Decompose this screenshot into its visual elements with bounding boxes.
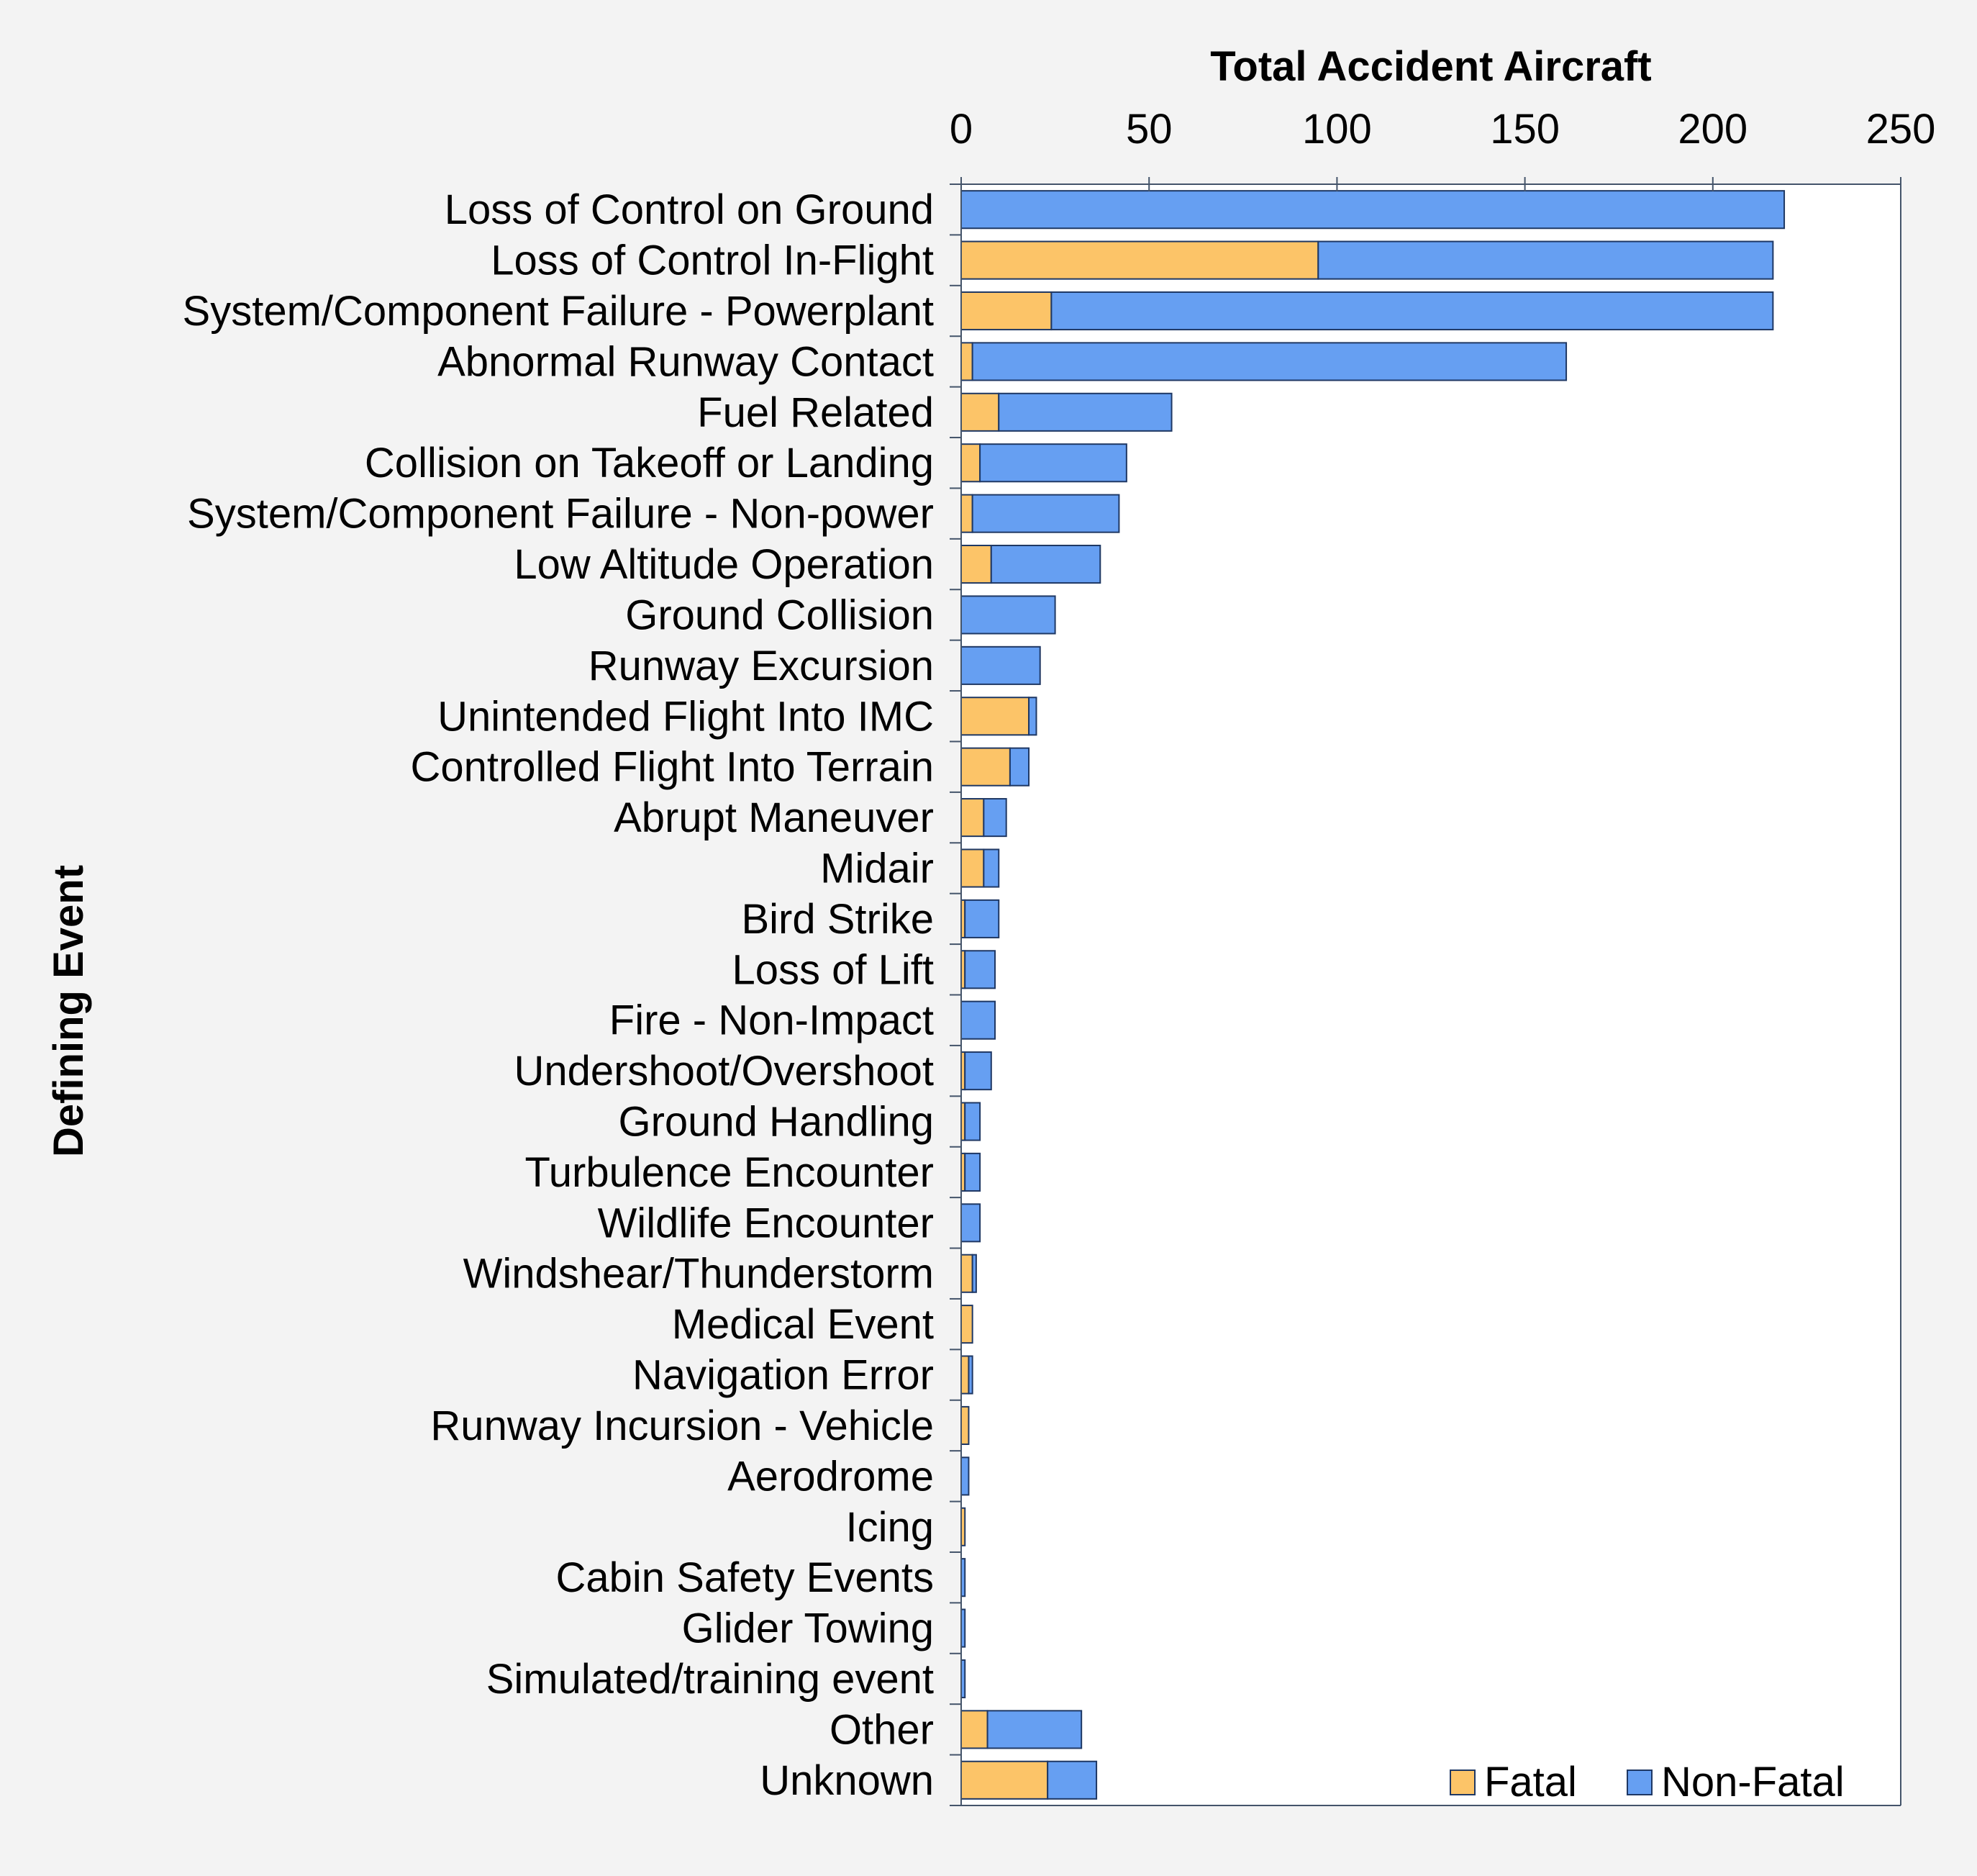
bar-non-fatal-aerodrome — [960, 1456, 970, 1496]
bar-non-fatal-wildlife-encounter — [960, 1203, 981, 1243]
bar-non-fatal-loss-of-control-in-flight — [1317, 240, 1774, 280]
category-label-system-component-failure-powerplant: System/Component Failure - Powerplant — [183, 288, 934, 335]
x-tick-label-250: 250 — [1866, 106, 1936, 153]
bar-non-fatal-turbulence-encounter — [964, 1152, 981, 1192]
category-label-simulated-training-event: Simulated/training event — [486, 1656, 934, 1703]
bar-non-fatal-abrupt-maneuver — [983, 798, 1007, 838]
bar-non-fatal-other — [986, 1710, 1083, 1749]
bar-non-fatal-ground-collision — [960, 595, 1056, 635]
category-label-undershoot-overshoot: Undershoot/Overshoot — [514, 1048, 934, 1095]
bar-fatal-controlled-flight-into-terrain — [960, 747, 1011, 787]
category-label-glider-towing: Glider Towing — [682, 1605, 934, 1652]
bar-fatal-fuel-related — [960, 392, 1000, 432]
bar-non-fatal-windshear-thunderstorm — [971, 1254, 977, 1293]
category-label-runway-incursion-vehicle: Runway Incursion - Vehicle — [430, 1403, 934, 1449]
x-tick-label-200: 200 — [1678, 106, 1748, 153]
bar-fatal-midair — [960, 848, 985, 888]
category-label-wildlife-encounter: Wildlife Encounter — [598, 1200, 934, 1246]
x-tick-label-150: 150 — [1490, 106, 1560, 153]
bar-fatal-abnormal-runway-contact — [960, 342, 973, 381]
category-label-collision-on-takeoff-or-landing: Collision on Takeoff or Landing — [365, 440, 934, 486]
category-label-cabin-safety-events: Cabin Safety Events — [555, 1554, 934, 1601]
bar-non-fatal-controlled-flight-into-terrain — [1009, 747, 1030, 787]
bar-fatal-navigation-error — [960, 1355, 970, 1395]
category-label-loss-of-lift: Loss of Lift — [732, 946, 934, 993]
x-tick-label-0: 0 — [950, 106, 973, 153]
bar-fatal-collision-on-takeoff-or-landing — [960, 443, 981, 483]
category-label-fire-non-impact: Fire - Non-Impact — [609, 997, 934, 1044]
category-label-medical-event: Medical Event — [672, 1301, 934, 1348]
x-axis-title: Total Accident Aircraft — [1210, 43, 1651, 90]
bar-non-fatal-bird-strike — [964, 899, 1000, 938]
bar-non-fatal-collision-on-takeoff-or-landing — [979, 443, 1127, 483]
bar-non-fatal-abnormal-runway-contact — [971, 342, 1568, 381]
legend-swatch-non-fatal — [1627, 1769, 1653, 1795]
category-label-midair: Midair — [820, 845, 934, 892]
bar-non-fatal-system-component-failure-powerplant — [1050, 291, 1774, 331]
bar-fatal-windshear-thunderstorm — [960, 1254, 973, 1293]
y-axis-title: Defining Event — [45, 865, 92, 1157]
category-label-navigation-error: Navigation Error — [632, 1352, 934, 1399]
category-label-system-component-failure-non-power: System/Component Failure - Non-power — [187, 491, 934, 538]
legend-swatch-fatal — [1450, 1769, 1476, 1795]
bars — [960, 190, 1786, 1800]
bar-non-fatal-fire-non-impact — [960, 1000, 996, 1040]
x-tick-label-50: 50 — [1126, 106, 1173, 153]
bar-fatal-unknown — [960, 1760, 1049, 1800]
x-ticks: 0 50 100 150 200 250 — [950, 106, 1936, 191]
category-label-ground-handling: Ground Handling — [618, 1099, 934, 1146]
legend: Fatal Non-Fatal — [1450, 1759, 1845, 1805]
y-ticks — [950, 183, 961, 1806]
x-tick-label-100: 100 — [1302, 106, 1372, 153]
category-label-loss-of-control-on-ground: Loss of Control on Ground — [445, 186, 934, 233]
bar-non-fatal-runway-excursion — [960, 645, 1041, 685]
bar-non-fatal-unintended-flight-into-imc — [1028, 697, 1037, 736]
bar-non-fatal-unknown — [1047, 1760, 1098, 1800]
legend-label-fatal: Fatal — [1484, 1759, 1577, 1805]
bar-fatal-abrupt-maneuver — [960, 798, 985, 838]
category-label-aerodrome: Aerodrome — [727, 1453, 934, 1500]
bar-non-fatal-system-component-failure-non-power — [971, 494, 1120, 533]
bar-fatal-runway-incursion-vehicle — [960, 1405, 970, 1446]
category-label-ground-collision: Ground Collision — [625, 592, 934, 638]
bar-non-fatal-fuel-related — [998, 392, 1173, 432]
bar-fatal-medical-event — [960, 1305, 973, 1344]
category-label-fuel-related: Fuel Related — [697, 389, 934, 436]
category-label-loss-of-control-in-flight: Loss of Control In-Flight — [491, 237, 934, 284]
category-label-unknown: Unknown — [760, 1757, 934, 1804]
bar-fatal-system-component-failure-non-power — [960, 494, 973, 533]
bar-non-fatal-loss-of-control-on-ground — [960, 190, 1786, 230]
category-label-runway-excursion: Runway Excursion — [588, 643, 934, 689]
bar-non-fatal-navigation-error — [968, 1355, 973, 1395]
category-label-abnormal-runway-contact: Abnormal Runway Contact — [437, 338, 934, 385]
bar-fatal-other — [960, 1710, 988, 1749]
legend-label-non-fatal: Non-Fatal — [1661, 1759, 1845, 1805]
category-label-icing: Icing — [845, 1504, 934, 1551]
bar-non-fatal-ground-handling — [964, 1102, 981, 1141]
bar-non-fatal-undershoot-overshoot — [964, 1051, 992, 1091]
category-label-turbulence-encounter: Turbulence Encounter — [524, 1149, 934, 1196]
bar-fatal-system-component-failure-powerplant — [960, 291, 1053, 331]
category-label-abrupt-maneuver: Abrupt Maneuver — [614, 794, 934, 841]
bar-non-fatal-loss-of-lift — [964, 950, 996, 989]
category-label-low-altitude-operation: Low Altitude Operation — [514, 541, 934, 588]
bar-fatal-loss-of-control-in-flight — [960, 240, 1319, 280]
bar-fatal-unintended-flight-into-imc — [960, 697, 1030, 736]
bar-non-fatal-midair — [983, 848, 1000, 888]
category-label-bird-strike: Bird Strike — [741, 896, 934, 943]
category-label-controlled-flight-into-terrain: Controlled Flight Into Terrain — [410, 744, 934, 791]
category-label-windshear-thunderstorm: Windshear/Thunderstorm — [463, 1251, 934, 1297]
category-label-other: Other — [830, 1706, 934, 1753]
bar-non-fatal-low-altitude-operation — [990, 544, 1101, 584]
category-label-unintended-flight-into-imc: Unintended Flight Into IMC — [437, 693, 934, 740]
bar-fatal-low-altitude-operation — [960, 544, 992, 584]
